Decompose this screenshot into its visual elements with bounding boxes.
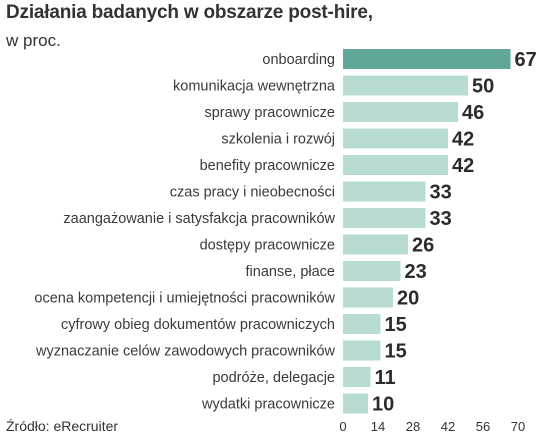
- category-label: cyfrowy obieg dokumentów pracowniczych: [61, 317, 335, 333]
- x-tick-label: 28: [406, 419, 420, 434]
- value-label: 67: [515, 49, 536, 71]
- value-label: 50: [472, 76, 494, 98]
- value-label: 42: [452, 129, 474, 151]
- category-label: wyznaczanie celów zawodowych pracowników: [35, 344, 336, 360]
- x-tick-label: 0: [339, 419, 346, 434]
- x-tick-label: 42: [441, 419, 455, 434]
- value-label: 33: [430, 182, 452, 204]
- x-tick-label: 14: [371, 419, 385, 434]
- category-label: benefity pracownicze: [200, 158, 335, 174]
- value-label: 46: [462, 102, 484, 124]
- category-label: sprawy pracownicze: [204, 105, 335, 121]
- category-label: zaangażowanie i satysfakcja pracowników: [63, 211, 335, 227]
- source-note: Źródło: eRecruiter: [6, 418, 119, 434]
- bar: [343, 49, 511, 69]
- bar: [343, 181, 426, 202]
- bar: [343, 314, 381, 334]
- bar: [343, 208, 426, 228]
- value-label: 15: [385, 341, 407, 363]
- category-label: finanse, płace: [246, 264, 335, 280]
- value-label: 15: [385, 314, 407, 336]
- value-label: 26: [412, 235, 434, 257]
- category-label: czas pracy i nieobecności: [170, 185, 335, 201]
- category-label: dostępy pracownicze: [200, 238, 335, 254]
- value-label: 42: [452, 155, 474, 177]
- bar: [343, 155, 448, 175]
- bar: [343, 367, 371, 387]
- value-label: 20: [397, 288, 419, 310]
- chart-title: Działania badanych w obszarze post-hire,: [6, 2, 373, 23]
- x-tick-label: 70: [511, 419, 525, 434]
- category-label: szkolenia i rozwój: [221, 132, 335, 148]
- value-label: 33: [430, 208, 452, 230]
- bar: [343, 261, 401, 281]
- category-label: komunikacja wewnętrzna: [173, 79, 336, 95]
- bar: [343, 287, 393, 308]
- category-label: onboarding: [262, 52, 335, 68]
- category-label: wydatki pracownicze: [201, 397, 335, 413]
- bar: [343, 234, 408, 255]
- category-label: podróże, delegacje: [212, 370, 335, 386]
- bar: [343, 75, 468, 96]
- value-label: 23: [405, 261, 427, 283]
- bar: [343, 340, 381, 361]
- chart-subtitle: w proc.: [6, 31, 61, 50]
- bar: [343, 102, 458, 122]
- bar: [343, 393, 368, 414]
- value-label: 10: [372, 394, 394, 416]
- value-label: 11: [375, 367, 396, 389]
- x-tick-label: 56: [476, 419, 490, 434]
- bar: [343, 128, 448, 149]
- category-label: ocena kompetencji i umiejętności pracown…: [34, 291, 335, 307]
